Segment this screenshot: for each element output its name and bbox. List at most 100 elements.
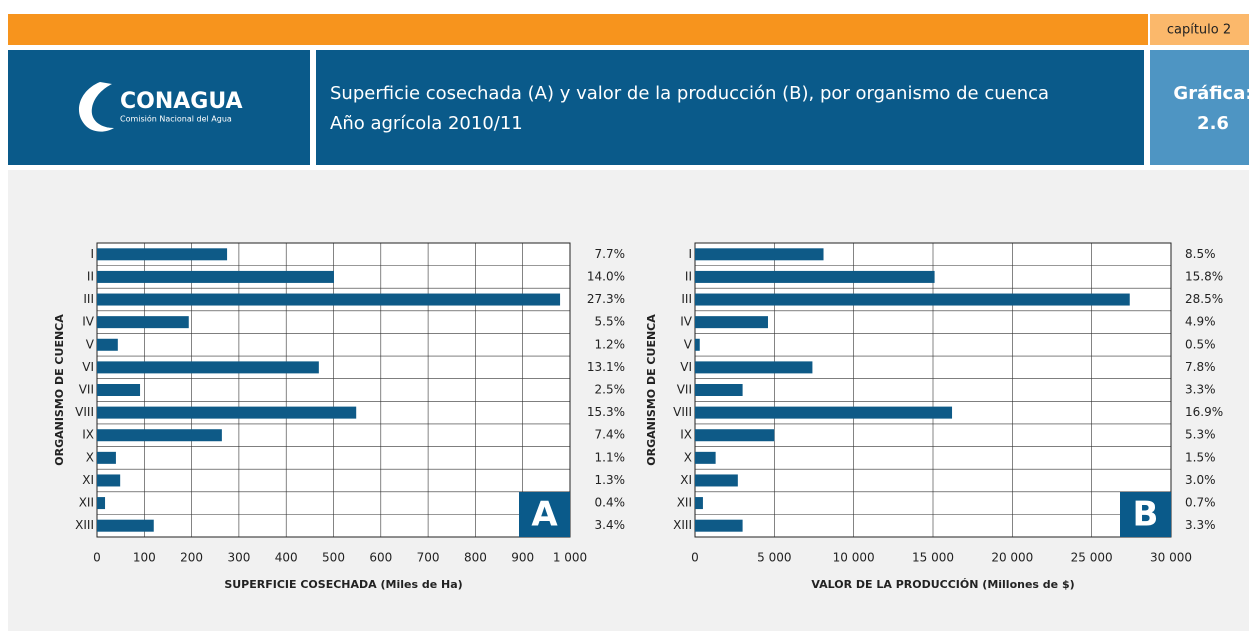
share-label: 0.4% — [595, 496, 626, 510]
bar — [695, 451, 716, 464]
bar — [97, 316, 189, 329]
y-tick-label: XII — [677, 496, 692, 510]
share-label: 1.3% — [595, 473, 626, 487]
y-tick-label: VIII — [75, 405, 94, 419]
y-tick-label: XII — [79, 496, 94, 510]
x-tick-label: 800 — [464, 551, 487, 565]
share-label: 3.4% — [595, 518, 626, 532]
bar — [97, 519, 154, 532]
logo-box — [8, 50, 310, 165]
y-tick-label: III — [83, 292, 94, 306]
bar — [695, 406, 953, 419]
bar — [695, 519, 743, 532]
y-tick-label: II — [87, 269, 94, 283]
bar — [695, 270, 935, 283]
share-label: 1.2% — [595, 337, 626, 351]
y-tick-label: XI — [680, 473, 692, 487]
logo-icon — [78, 82, 114, 132]
bar — [695, 429, 775, 442]
y-axis-title: ORGANISMO DE CUENCA — [645, 314, 658, 466]
x-tick-label: 1 000 — [553, 551, 587, 565]
y-tick-label: XIII — [75, 518, 94, 532]
x-axis-title: SUPERFICIE COSECHADA (Miles de Ha) — [224, 578, 462, 591]
share-label: 3.3% — [1185, 383, 1216, 397]
bar — [97, 361, 319, 374]
bar — [695, 293, 1130, 306]
share-label: 8.5% — [1185, 247, 1216, 261]
y-tick-label: I — [90, 247, 94, 261]
y-axis-title: ORGANISMO DE CUENCA — [53, 314, 66, 466]
figure-number: 2.6 — [1197, 113, 1229, 134]
y-tick-label: IX — [680, 428, 692, 442]
bar — [97, 497, 106, 510]
share-label: 7.7% — [595, 247, 626, 261]
x-tick-label: 900 — [511, 551, 534, 565]
bar — [695, 361, 813, 374]
share-label: 28.5% — [1185, 292, 1223, 306]
x-tick-label: 0 — [691, 551, 699, 565]
x-tick-label: 15 000 — [912, 551, 954, 565]
figure-label: Gráfica: — [1173, 83, 1249, 104]
logo-name: CONAGUA — [120, 89, 243, 114]
share-label: 5.5% — [595, 315, 626, 329]
share-label: 1.1% — [595, 450, 626, 464]
y-tick-label: VI — [82, 360, 94, 374]
x-tick-label: 20 000 — [991, 551, 1033, 565]
bar — [695, 316, 768, 329]
y-tick-label: V — [86, 337, 95, 351]
letter-box — [1120, 492, 1171, 537]
bar — [97, 384, 141, 396]
title: Superficie cosechada (A) y valor de la p… — [330, 83, 1049, 104]
y-tick-label: IV — [82, 315, 95, 329]
share-label: 15.8% — [1185, 269, 1223, 283]
x-tick-label: 5 000 — [757, 551, 791, 565]
bar — [97, 474, 121, 487]
orange-band — [8, 14, 1148, 45]
y-tick-label: X — [86, 450, 94, 464]
y-tick-label: VI — [680, 360, 692, 374]
y-tick-label: XIII — [673, 518, 692, 532]
x-tick-label: 600 — [369, 551, 392, 565]
x-tick-label: 30 000 — [1150, 551, 1192, 565]
bar — [97, 270, 334, 283]
title-box — [316, 50, 1144, 165]
chapter-box — [1150, 14, 1249, 45]
share-label: 7.8% — [1185, 360, 1216, 374]
x-tick-label: 300 — [227, 551, 250, 565]
bar — [695, 497, 703, 510]
y-tick-label: III — [681, 292, 692, 306]
bar — [97, 429, 222, 442]
share-label: 0.7% — [1185, 496, 1216, 510]
share-label: 7.4% — [595, 428, 626, 442]
x-tick-label: 200 — [180, 551, 203, 565]
share-label: 3.3% — [1185, 518, 1216, 532]
chapter: capítulo 2 — [1167, 23, 1231, 38]
share-label: 15.3% — [587, 405, 625, 419]
x-tick-label: 100 — [133, 551, 156, 565]
x-tick-label: 0 — [93, 551, 101, 565]
bar — [97, 338, 118, 351]
subtitle: Año agrícola 2010/11 — [330, 113, 523, 134]
bar — [695, 338, 700, 351]
bar — [97, 406, 357, 419]
share-label: 1.5% — [1185, 450, 1216, 464]
letter: A — [531, 495, 558, 535]
x-tick-label: 25 000 — [1071, 551, 1113, 565]
x-tick-label: 10 000 — [833, 551, 875, 565]
x-axis-title: VALOR DE LA PRODUCCIÓN (Millones de $) — [811, 578, 1074, 591]
bar — [97, 248, 228, 261]
y-tick-label: VII — [677, 383, 692, 397]
share-label: 5.3% — [1185, 428, 1216, 442]
x-tick-label: 700 — [417, 551, 440, 565]
y-tick-label: I — [688, 247, 692, 261]
y-tick-label: IV — [680, 315, 693, 329]
share-label: 27.3% — [587, 292, 625, 306]
bar — [695, 248, 824, 261]
y-tick-label: XI — [82, 473, 94, 487]
share-label: 0.5% — [1185, 337, 1216, 351]
letter-box — [519, 492, 570, 537]
logo-sub: Comisión Nacional del Agua — [120, 114, 232, 124]
share-label: 13.1% — [587, 360, 625, 374]
share-label: 4.9% — [1185, 315, 1216, 329]
